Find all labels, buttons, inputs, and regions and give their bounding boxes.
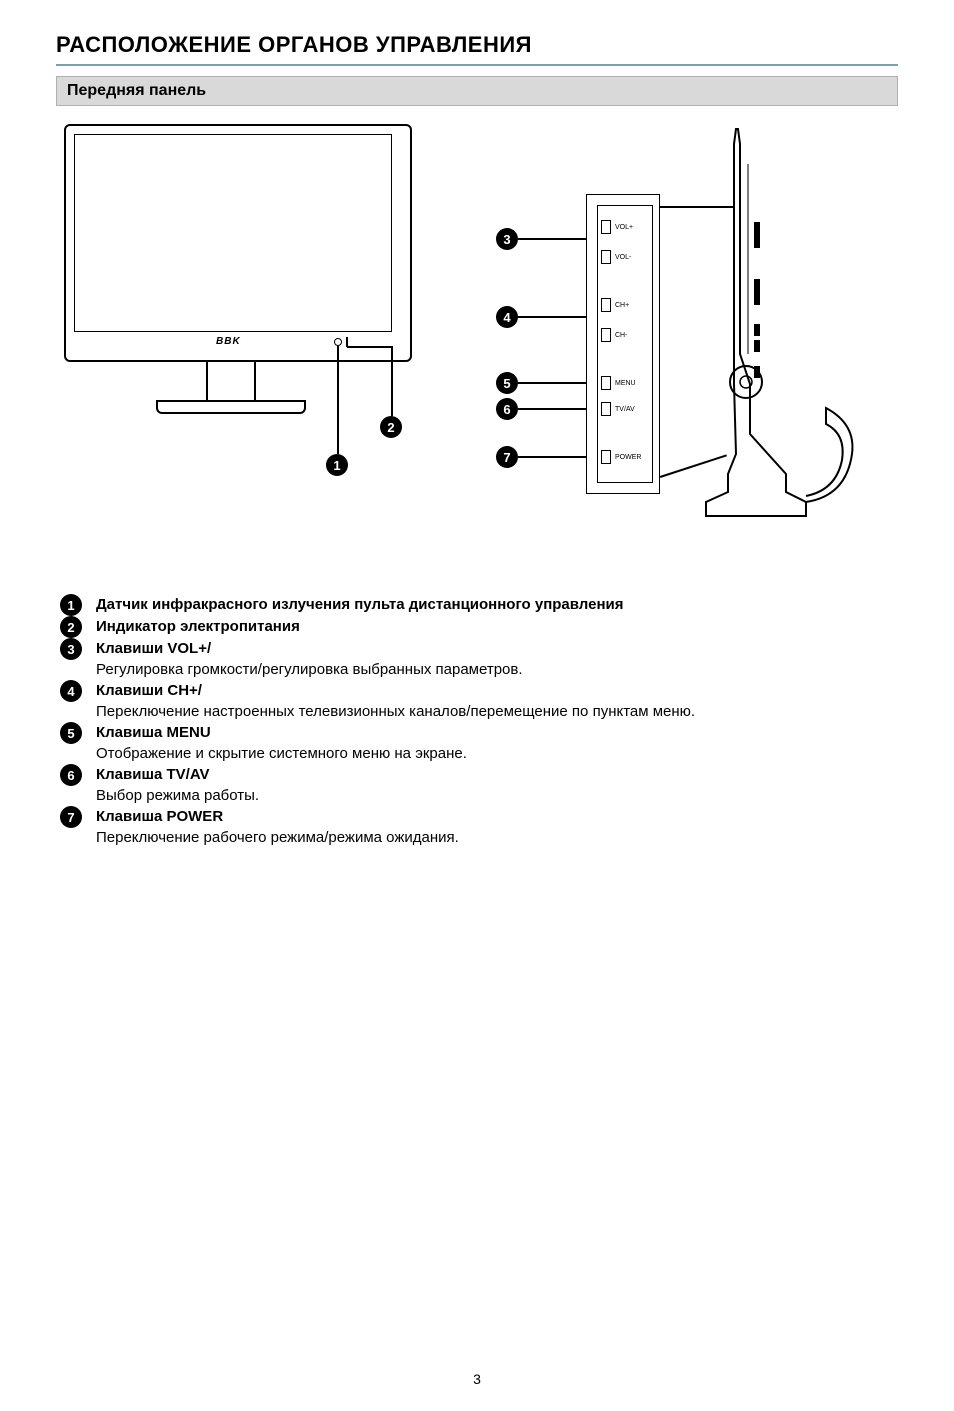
callout-badge-1: 1 bbox=[326, 454, 348, 476]
callout-line-5 bbox=[518, 382, 586, 384]
item-badge: 6 bbox=[60, 764, 82, 786]
monitor-base bbox=[156, 400, 306, 414]
button-tv-av: TV/AV bbox=[601, 399, 647, 419]
list-item: 5 Клавиша MENU Отображение и скрытие сис… bbox=[60, 722, 898, 764]
item-title: Клавиши VOL+/ bbox=[96, 638, 898, 660]
button-vol-minus: VOL- bbox=[601, 247, 647, 267]
item-title: Индикатор электропитания bbox=[96, 616, 898, 638]
item-badge: 2 bbox=[60, 616, 82, 638]
section-divider bbox=[56, 64, 898, 66]
item-title: Клавиши CH+/ bbox=[96, 680, 898, 702]
list-item: 3 Клавиши VOL+/ Регулировка громкости/ре… bbox=[60, 638, 898, 680]
diagram-container: BBK 1 2 bbox=[56, 124, 898, 554]
callout-badge-3: 3 bbox=[496, 228, 518, 250]
brand-label: BBK bbox=[216, 336, 241, 347]
callout-badge-6: 6 bbox=[496, 398, 518, 420]
front-view-diagram: BBK 1 2 bbox=[56, 124, 426, 484]
item-badge: 7 bbox=[60, 806, 82, 828]
item-desc: Регулировка громкости/регулировка выбран… bbox=[96, 660, 898, 680]
button-menu: MENU bbox=[601, 373, 647, 393]
section-subheading: Передняя панель bbox=[56, 76, 898, 106]
callout-line-6 bbox=[518, 408, 586, 410]
panel-connector-top bbox=[660, 206, 734, 208]
item-list: 1 Датчик инфракрасного излучения пульта … bbox=[60, 594, 898, 848]
callout-badge-5: 5 bbox=[496, 372, 518, 394]
list-item: 4 Клавиши CH+/ Переключение настроенных … bbox=[60, 680, 898, 722]
callout-badge-2: 2 bbox=[380, 416, 402, 438]
callout-line-4 bbox=[518, 316, 586, 318]
monitor-neck bbox=[206, 362, 256, 400]
callout-badge-7: 7 bbox=[496, 446, 518, 468]
button-power: POWER bbox=[601, 447, 647, 467]
item-badge: 3 bbox=[60, 638, 82, 660]
callout-line-3 bbox=[518, 238, 586, 240]
item-title: Клавиша POWER bbox=[96, 806, 898, 828]
callout-line-7 bbox=[518, 456, 586, 458]
list-item: 6 Клавиша TV/AV Выбор режима работы. bbox=[60, 764, 898, 806]
side-button-panel: VOL+ VOL- CH+ CH- MENU TV/AV POWER bbox=[586, 194, 660, 494]
item-desc: Выбор режима работы. bbox=[96, 786, 898, 806]
button-ch-minus: CH- bbox=[601, 325, 647, 345]
side-view-diagram: VOL+ VOL- CH+ CH- MENU TV/AV POWER 3 4 5… bbox=[456, 124, 876, 554]
button-vol-plus: VOL+ bbox=[601, 217, 647, 237]
item-badge: 5 bbox=[60, 722, 82, 744]
button-ch-plus: CH+ bbox=[601, 295, 647, 315]
list-item: 7 Клавиша POWER Переключение рабочего ре… bbox=[60, 806, 898, 848]
callout-badge-4: 4 bbox=[496, 306, 518, 328]
ir-sensor-dot bbox=[334, 338, 342, 346]
item-title: Клавиша MENU bbox=[96, 722, 898, 744]
item-desc: Переключение настроенных телевизионных к… bbox=[96, 702, 898, 722]
callout-line-1 bbox=[337, 346, 339, 454]
item-badge: 1 bbox=[60, 594, 82, 616]
list-item: 2 Индикатор электропитания bbox=[60, 616, 898, 638]
item-title: Клавиша TV/AV bbox=[96, 764, 898, 786]
page-heading: РАСПОЛОЖЕНИЕ ОРГАНОВ УПРАВЛЕНИЯ bbox=[56, 32, 898, 58]
item-desc: Отображение и скрытие системного меню на… bbox=[96, 744, 898, 764]
monitor-front-screen bbox=[74, 134, 392, 332]
list-item: 1 Датчик инфракрасного излучения пульта … bbox=[60, 594, 898, 616]
item-desc: Переключение рабочего режима/режима ожид… bbox=[96, 828, 898, 848]
page-number: 3 bbox=[0, 1371, 954, 1387]
item-badge: 4 bbox=[60, 680, 82, 702]
item-title: Датчик инфракрасного излучения пульта ди… bbox=[96, 594, 898, 616]
monitor-side-profile bbox=[676, 124, 866, 544]
callout-line-2b bbox=[391, 346, 393, 416]
callout-line-2a bbox=[347, 346, 391, 348]
